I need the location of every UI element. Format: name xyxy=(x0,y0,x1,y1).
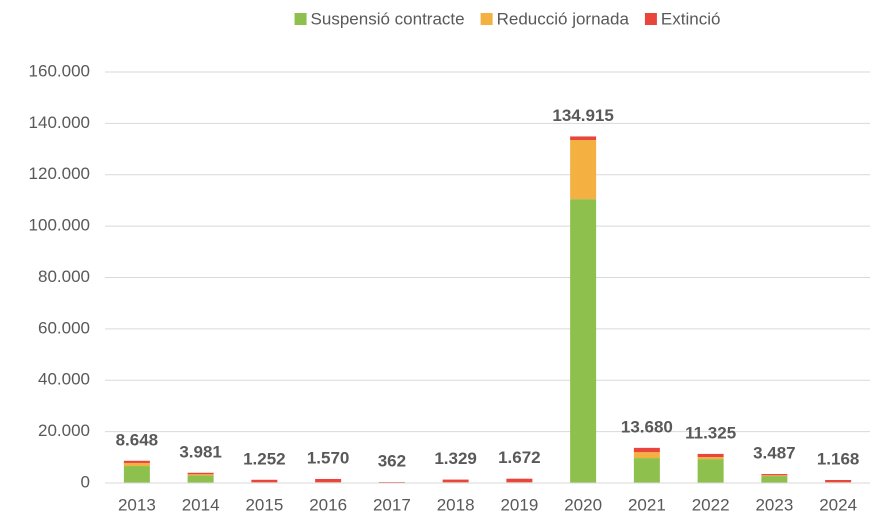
y-tick-label: 80.000 xyxy=(38,267,90,286)
bar-segment xyxy=(187,474,214,476)
x-tick-label: 2016 xyxy=(309,495,347,514)
legend-swatch xyxy=(480,13,493,25)
bar-segment xyxy=(697,459,724,483)
y-tick-label: 140.000 xyxy=(29,113,90,132)
legend-swatch xyxy=(294,13,307,25)
bar-segment xyxy=(442,479,469,483)
y-tick-label: 40.000 xyxy=(38,370,90,389)
bar-segment xyxy=(378,482,405,483)
x-tick-label: 2017 xyxy=(373,495,411,514)
total-label: 1.168 xyxy=(817,449,860,468)
total-label: 13.680 xyxy=(621,417,673,436)
bar-segment xyxy=(315,478,342,483)
bar-segment xyxy=(123,460,150,463)
total-label: 1.252 xyxy=(243,449,286,468)
bar-segment xyxy=(697,453,724,458)
x-tick-label: 2014 xyxy=(182,495,220,514)
bar-segment xyxy=(633,447,660,453)
x-tick-label: 2022 xyxy=(692,495,730,514)
bar-segment xyxy=(187,475,214,483)
bar-segment xyxy=(761,474,788,476)
total-label: 8.648 xyxy=(116,430,159,449)
x-tick-label: 2018 xyxy=(437,495,475,514)
total-label: 1.570 xyxy=(307,448,350,467)
y-tick-label: 0 xyxy=(81,472,90,491)
bar-segment xyxy=(187,472,214,475)
legend-swatch xyxy=(644,13,657,25)
bar-segment xyxy=(570,140,597,200)
total-label: 11.325 xyxy=(685,423,736,442)
legend-label: Suspensió contracte xyxy=(311,9,465,28)
x-tick-label: 2013 xyxy=(118,495,156,514)
y-tick-label: 120.000 xyxy=(29,164,90,183)
bar-segment xyxy=(251,479,278,483)
bar-segment xyxy=(570,199,597,483)
bar-segment xyxy=(633,452,660,459)
bar-segment xyxy=(123,462,150,467)
total-label: 362 xyxy=(378,452,406,471)
x-tick-label: 2020 xyxy=(564,495,602,514)
y-tick-label: 20.000 xyxy=(38,421,90,440)
total-label: 134.915 xyxy=(552,106,613,125)
x-tick-label: 2019 xyxy=(500,495,538,514)
x-tick-label: 2015 xyxy=(245,495,283,514)
total-label: 3.487 xyxy=(753,444,796,463)
y-tick-label: 60.000 xyxy=(38,318,90,337)
legend-label: Extinció xyxy=(661,9,721,28)
total-label: 1.672 xyxy=(498,448,541,467)
x-tick-label: 2024 xyxy=(819,495,857,514)
y-tick-label: 100.000 xyxy=(29,216,90,235)
x-tick-label: 2021 xyxy=(628,495,666,514)
total-label: 3.981 xyxy=(179,442,222,461)
bar-segment xyxy=(123,466,150,483)
legend-label: Reducció jornada xyxy=(497,9,630,28)
total-label: 1.329 xyxy=(434,449,477,468)
bar-segment xyxy=(761,475,788,477)
bar-segment xyxy=(506,478,533,483)
bar-segment xyxy=(761,476,788,483)
bar-segment xyxy=(570,136,597,141)
y-tick-label: 160.000 xyxy=(29,61,90,80)
x-tick-label: 2023 xyxy=(755,495,793,514)
bar-segment xyxy=(633,458,660,483)
bar-segment xyxy=(697,457,724,460)
bar-segment xyxy=(825,479,852,483)
